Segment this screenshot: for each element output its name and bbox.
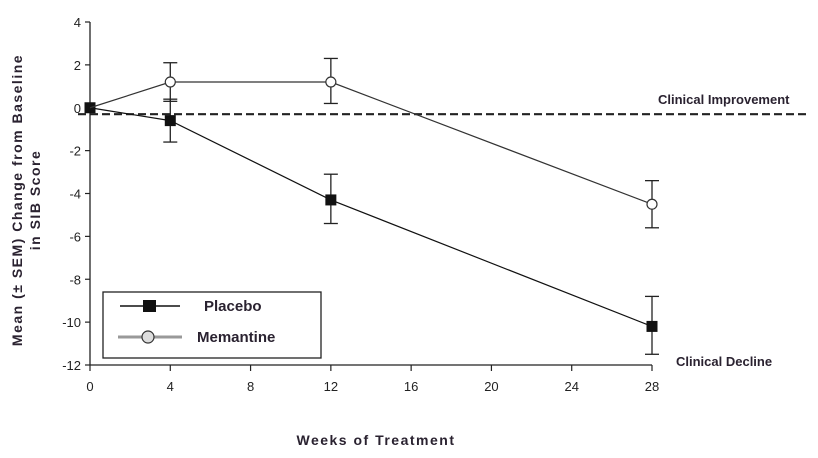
y-tick-label: 4 bbox=[74, 15, 81, 30]
annotation-clinical-decline: Clinical Decline bbox=[676, 354, 772, 369]
legend: Placebo Memantine bbox=[102, 291, 322, 359]
y-tick-label: -6 bbox=[69, 229, 81, 244]
axes: 420-2-4-6-8-10-120 4 8 12 16 20 24 28 bbox=[62, 15, 659, 394]
x-axis-title: Weeks of Treatment bbox=[296, 432, 455, 448]
x-tick-label: 28 bbox=[645, 379, 659, 394]
data-point bbox=[646, 198, 658, 210]
y-tick-label: -2 bbox=[69, 144, 81, 159]
x-tick-label: 16 bbox=[404, 379, 418, 394]
series-line bbox=[89, 81, 653, 205]
y-tick-label: -10 bbox=[62, 315, 81, 330]
annotation-clinical-improvement: Clinical Improvement bbox=[658, 92, 790, 107]
x-tick-label: 12 bbox=[324, 379, 338, 394]
legend-placebo-marker bbox=[143, 300, 156, 312]
data-point bbox=[164, 115, 176, 127]
y-tick-label: -4 bbox=[69, 187, 81, 202]
y-tick-label: 2 bbox=[74, 58, 81, 73]
y-tick-label: 0 bbox=[74, 101, 81, 116]
x-tick-label: 8 bbox=[247, 379, 254, 394]
series-line bbox=[89, 107, 653, 327]
legend-box bbox=[102, 291, 322, 359]
legend-memantine-marker bbox=[141, 330, 155, 344]
data-point bbox=[325, 76, 337, 88]
y-axis-title-line2: in SIB Score bbox=[27, 150, 43, 250]
x-tick-label: 4 bbox=[167, 379, 174, 394]
y-axis-title-line1: Mean (± SEM) Change from Baseline bbox=[9, 54, 25, 346]
legend-placebo-label: Placebo bbox=[204, 298, 262, 315]
data-point bbox=[325, 194, 337, 206]
y-tick-label: -8 bbox=[69, 272, 81, 287]
series-memantine bbox=[89, 57, 659, 229]
data-point bbox=[164, 76, 176, 88]
series-group bbox=[84, 57, 659, 355]
x-tick-label: 20 bbox=[484, 379, 498, 394]
legend-memantine-label: Memantine bbox=[197, 329, 275, 346]
y-tick-label: -12 bbox=[62, 358, 81, 373]
series-placebo bbox=[84, 98, 659, 355]
x-tick-label: 0 bbox=[86, 379, 93, 394]
data-point bbox=[646, 320, 658, 332]
x-tick-label: 24 bbox=[564, 379, 578, 394]
